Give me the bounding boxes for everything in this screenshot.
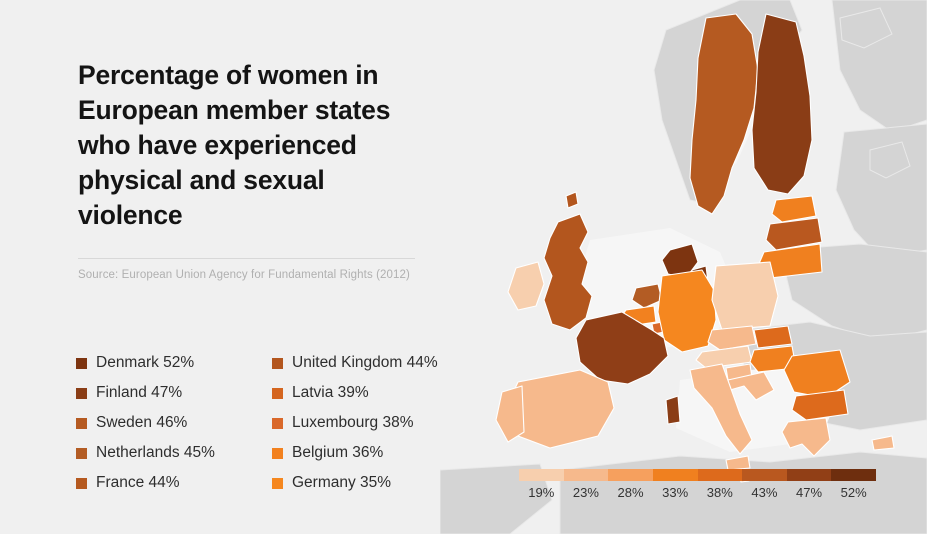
legend-item: Netherlands 45% bbox=[76, 438, 215, 468]
legend-item-label: Netherlands 45% bbox=[96, 444, 215, 461]
region-cyprus bbox=[871, 435, 895, 451]
region-finland bbox=[751, 13, 813, 195]
scale-tick-label: 52% bbox=[840, 485, 867, 500]
legend-item-label: Sweden 46% bbox=[96, 414, 188, 431]
legend-item-label: Luxembourg 38% bbox=[292, 414, 414, 431]
legend-item: Germany 35% bbox=[272, 468, 438, 498]
scale-tick-label: 28% bbox=[617, 485, 644, 500]
region-austria bbox=[695, 345, 753, 369]
legend-item-label: Denmark 52% bbox=[96, 354, 195, 371]
region-hungary bbox=[749, 345, 797, 373]
legend-item-label: Belgium 36% bbox=[292, 444, 384, 461]
legend-column-right: United Kingdom 44% Latvia 39% Luxembourg… bbox=[272, 348, 438, 498]
legend-swatch bbox=[76, 477, 87, 489]
region-united-kingdom bbox=[543, 213, 593, 331]
scale-segment bbox=[831, 469, 876, 481]
legend-swatch bbox=[272, 357, 283, 369]
color-scale-labels: 19% 23% 28% 33% 38% 43% 47% 52% bbox=[519, 485, 876, 500]
region-sicily bbox=[725, 455, 751, 471]
map-svg bbox=[440, 0, 927, 534]
legend-item-label: Germany 35% bbox=[292, 474, 392, 491]
color-scale: 19% 23% 28% 33% 38% 43% 47% 52% bbox=[519, 469, 876, 500]
legend-swatch bbox=[76, 357, 87, 369]
region-bulgaria bbox=[791, 389, 849, 421]
legend-swatch bbox=[76, 447, 87, 459]
page-title: Percentage of women in European member s… bbox=[78, 60, 391, 230]
source-note: Source: European Union Agency for Fundam… bbox=[78, 269, 410, 281]
legend-item-label: United Kingdom 44% bbox=[292, 354, 438, 371]
left-panel: Percentage of women in European member s… bbox=[0, 0, 440, 534]
color-scale-bar bbox=[519, 469, 876, 481]
scale-tick-label: 38% bbox=[706, 485, 733, 500]
scale-tick-label: 43% bbox=[751, 485, 778, 500]
legend-item: Luxembourg 38% bbox=[272, 408, 438, 438]
legend-swatch bbox=[272, 447, 283, 459]
legend-item: Finland 47% bbox=[76, 378, 215, 408]
scale-tick-label: 23% bbox=[572, 485, 599, 500]
region-france bbox=[575, 311, 669, 385]
legend-item-label: France 44% bbox=[96, 474, 180, 491]
scale-tick-label: 47% bbox=[796, 485, 823, 500]
legend-item: Denmark 52% bbox=[76, 348, 215, 378]
legend-swatch bbox=[76, 417, 87, 429]
scale-segment bbox=[608, 469, 653, 481]
region-portugal bbox=[495, 385, 525, 443]
scale-segment bbox=[786, 469, 832, 481]
legend-column-left: Denmark 52% Finland 47% Sweden 46% Nethe… bbox=[76, 348, 215, 498]
region-latvia bbox=[765, 217, 823, 251]
legend-swatch bbox=[272, 387, 283, 399]
legend-item: France 44% bbox=[76, 468, 215, 498]
region-slovakia bbox=[753, 325, 793, 349]
legend-swatch bbox=[272, 477, 283, 489]
scale-tick-label: 33% bbox=[662, 485, 689, 500]
scale-segment bbox=[519, 469, 564, 481]
divider bbox=[78, 258, 415, 259]
legend-swatch bbox=[272, 417, 283, 429]
region-ireland bbox=[507, 261, 545, 311]
region-uk-islands bbox=[565, 191, 579, 209]
legend-swatch bbox=[76, 387, 87, 399]
eu-member-states bbox=[495, 13, 895, 483]
region-greece bbox=[781, 417, 831, 457]
region-estonia bbox=[771, 195, 817, 223]
legend-item: United Kingdom 44% bbox=[272, 348, 438, 378]
region-sardinia bbox=[665, 395, 681, 425]
scale-segment bbox=[742, 469, 787, 481]
region-poland bbox=[711, 261, 779, 331]
scale-tick-label: 19% bbox=[528, 485, 555, 500]
region-italy bbox=[689, 363, 753, 455]
legend-item-label: Finland 47% bbox=[96, 384, 183, 401]
legend-item: Latvia 39% bbox=[272, 378, 438, 408]
europe-choropleth-map bbox=[440, 0, 927, 534]
scale-segment bbox=[652, 469, 698, 481]
region-germany bbox=[657, 269, 717, 353]
region-netherlands bbox=[631, 283, 663, 309]
region-sweden bbox=[689, 13, 759, 215]
legend-item: Sweden 46% bbox=[76, 408, 215, 438]
legend-item-label: Latvia 39% bbox=[292, 384, 369, 401]
legend-item: Belgium 36% bbox=[272, 438, 438, 468]
scale-segment bbox=[563, 469, 609, 481]
scale-segment bbox=[697, 469, 743, 481]
